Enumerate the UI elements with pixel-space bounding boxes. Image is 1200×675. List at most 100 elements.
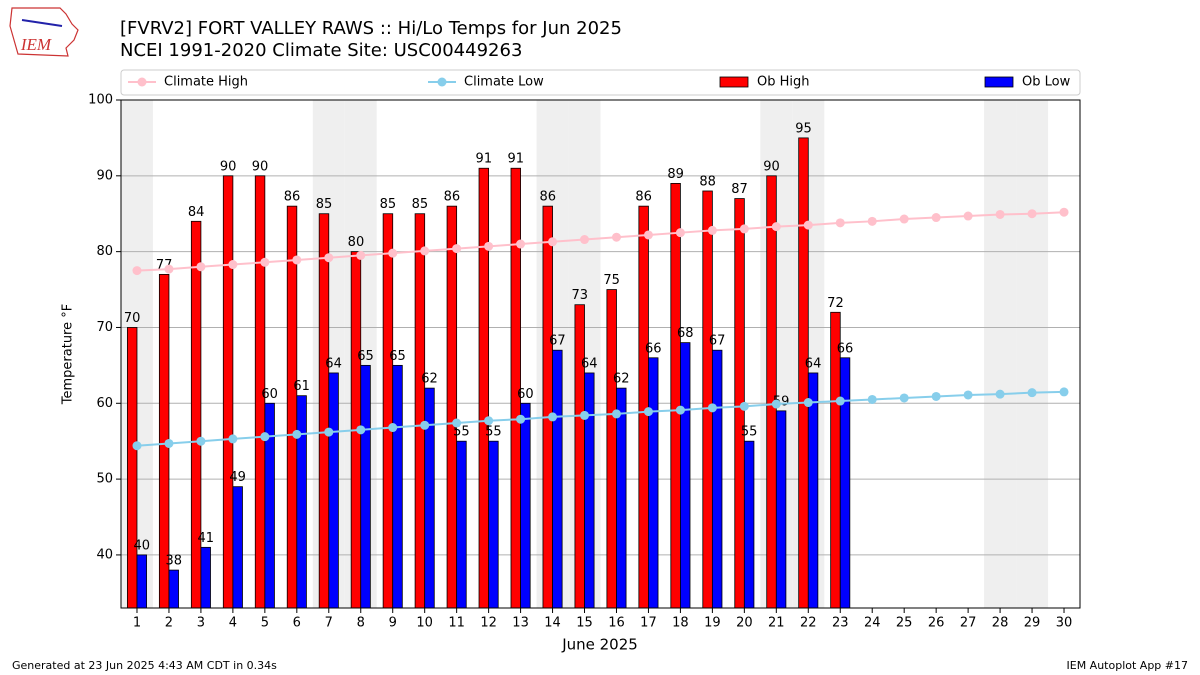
bar-value-label: 66 bbox=[837, 341, 854, 356]
y-tick-label: 70 bbox=[96, 320, 113, 335]
bar bbox=[711, 349, 723, 609]
bar bbox=[638, 205, 649, 609]
x-tick-label: 19 bbox=[704, 616, 721, 631]
bar bbox=[648, 357, 659, 609]
logo-outline bbox=[9, 7, 79, 57]
weekend-band bbox=[984, 100, 1017, 608]
x-tick-label: 13 bbox=[512, 616, 529, 631]
line-marker bbox=[675, 405, 685, 415]
bar-value-label: 65 bbox=[357, 349, 374, 364]
line-marker bbox=[196, 262, 206, 272]
line-marker bbox=[356, 425, 366, 435]
bar bbox=[190, 220, 202, 609]
x-tick-label: 16 bbox=[608, 616, 625, 631]
bar-value-label: 91 bbox=[508, 152, 525, 167]
y-tick-label: 90 bbox=[96, 168, 113, 183]
x-tick-label: 12 bbox=[480, 616, 497, 631]
line-marker bbox=[675, 228, 685, 238]
x-tick-label: 24 bbox=[864, 616, 881, 631]
bar-value-label: 68 bbox=[677, 326, 694, 341]
bar bbox=[126, 327, 138, 609]
x-tick-label: 7 bbox=[325, 616, 333, 631]
bar bbox=[382, 213, 394, 609]
line-marker bbox=[260, 257, 270, 267]
line-marker bbox=[132, 266, 142, 276]
bar bbox=[392, 364, 403, 609]
x-tick-label: 23 bbox=[832, 616, 849, 631]
footer-right: IEM Autoplot App #17 bbox=[1067, 659, 1189, 672]
bar bbox=[743, 440, 755, 609]
bar bbox=[222, 175, 234, 609]
line-marker bbox=[803, 398, 813, 408]
logo: IEM bbox=[9, 7, 79, 57]
x-tick-label: 11 bbox=[448, 616, 465, 631]
x-tick-label: 15 bbox=[576, 616, 593, 631]
x-tick-label: 6 bbox=[293, 616, 301, 631]
x-tick-label: 26 bbox=[928, 616, 945, 631]
footer-left: Generated at 23 Jun 2025 4:43 AM CDT in … bbox=[12, 659, 277, 672]
bar bbox=[670, 183, 681, 609]
line-marker bbox=[132, 441, 142, 451]
bar bbox=[606, 289, 617, 609]
line-marker bbox=[707, 225, 717, 235]
bar-value-label: 87 bbox=[731, 182, 748, 197]
line-marker bbox=[611, 232, 621, 242]
line-marker bbox=[931, 213, 941, 223]
bar bbox=[542, 205, 553, 609]
logo-line bbox=[21, 19, 63, 27]
bar bbox=[296, 395, 307, 609]
bar-value-label: 90 bbox=[220, 159, 237, 174]
bar bbox=[830, 311, 841, 609]
bar-value-label: 86 bbox=[284, 190, 301, 205]
bar bbox=[136, 554, 147, 609]
legend-label: Climate Low bbox=[464, 75, 544, 90]
line-marker bbox=[803, 220, 813, 230]
legend-box bbox=[120, 69, 1081, 96]
bar bbox=[552, 349, 563, 609]
line-marker bbox=[548, 237, 558, 247]
legend-marker bbox=[137, 77, 147, 87]
bar-value-label: 95 bbox=[795, 121, 812, 136]
bar bbox=[574, 304, 585, 609]
x-tick-label: 14 bbox=[544, 616, 561, 631]
bar-value-label: 61 bbox=[293, 379, 310, 394]
bar-value-label: 73 bbox=[571, 288, 588, 303]
bar bbox=[839, 357, 851, 609]
bar bbox=[414, 213, 426, 609]
bar-value-label: 89 bbox=[667, 167, 684, 182]
line-marker bbox=[1027, 209, 1037, 219]
y-tick-label: 50 bbox=[96, 472, 113, 487]
line-marker bbox=[995, 209, 1005, 219]
bar-value-label: 62 bbox=[613, 372, 630, 387]
bar-value-label: 88 bbox=[699, 174, 716, 189]
bar bbox=[488, 440, 499, 609]
x-tick-label: 2 bbox=[165, 616, 173, 631]
chart-subtitle: NCEI 1991-2020 Climate Site: USC00449263 bbox=[120, 40, 522, 61]
line-marker bbox=[292, 255, 302, 265]
bar bbox=[702, 190, 713, 609]
bar bbox=[318, 213, 330, 609]
bar bbox=[328, 372, 339, 609]
line-marker bbox=[164, 264, 174, 274]
x-tick-label: 28 bbox=[992, 616, 1009, 631]
bar-value-label: 72 bbox=[827, 296, 844, 311]
y-tick-label: 60 bbox=[96, 396, 113, 411]
x-tick-label: 27 bbox=[960, 616, 977, 631]
x-tick-label: 30 bbox=[1056, 616, 1073, 631]
line-marker bbox=[707, 403, 717, 413]
legend-marker bbox=[437, 77, 447, 87]
bar bbox=[168, 569, 179, 609]
x-tick-label: 5 bbox=[261, 616, 269, 631]
line-marker bbox=[324, 427, 334, 437]
bar bbox=[200, 546, 211, 609]
y-tick-label: 80 bbox=[96, 244, 113, 259]
bar-value-label: 55 bbox=[485, 425, 502, 440]
line-marker bbox=[452, 418, 462, 428]
y-axis-label: Temperature °F bbox=[61, 304, 76, 405]
line-marker bbox=[260, 432, 270, 442]
line-marker bbox=[963, 390, 973, 400]
line-marker bbox=[388, 248, 398, 258]
x-axis-label: June 2025 bbox=[561, 636, 638, 654]
bar-value-label: 40 bbox=[134, 538, 151, 553]
x-tick-label: 10 bbox=[416, 616, 433, 631]
